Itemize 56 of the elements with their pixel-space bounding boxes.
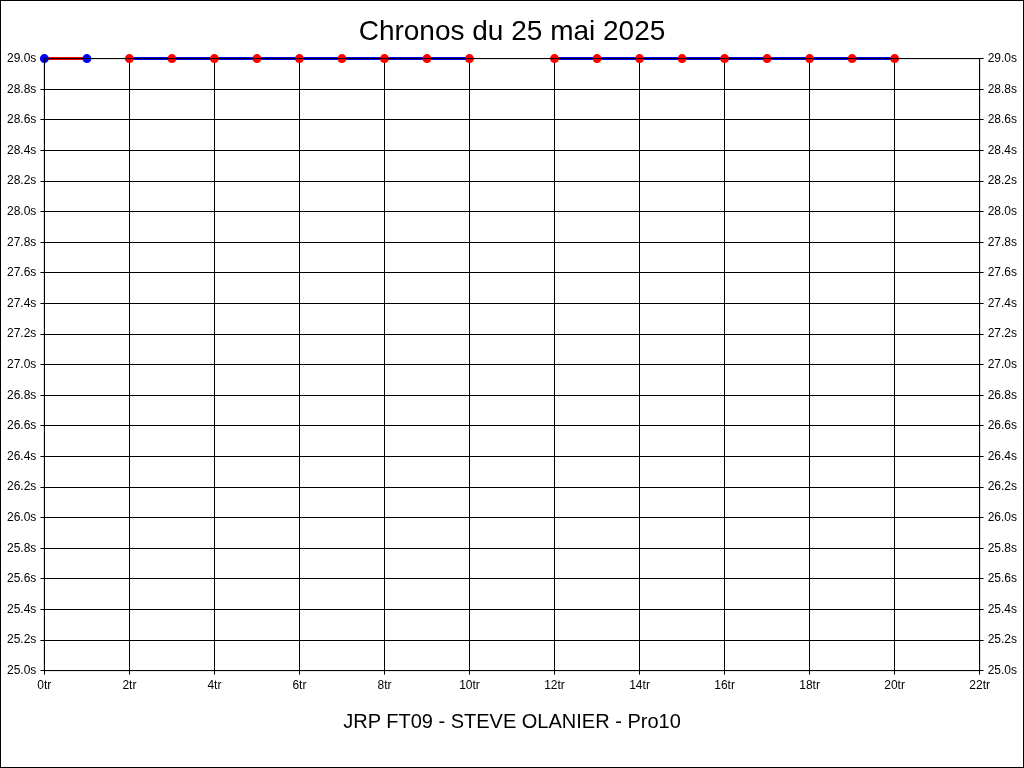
y-tick-label: 27.0s xyxy=(7,356,37,371)
y2-tick-label: 26.0s xyxy=(987,509,1017,524)
chart-title: Chronos du 25 mai 2025 xyxy=(358,14,666,46)
y2-tick-label: 28.2s xyxy=(987,173,1017,188)
y-tick-label: 26.6s xyxy=(7,418,37,433)
y-tick-label: 28.2s xyxy=(7,173,37,188)
x-tick-label: 6tr xyxy=(292,678,307,693)
y-tick-label: 26.8s xyxy=(7,387,37,402)
x-tick-label: 0tr xyxy=(37,678,52,693)
y-tick-label: 28.6s xyxy=(7,112,37,127)
y2-tick-label: 27.6s xyxy=(987,265,1017,280)
y2-tick-label: 26.4s xyxy=(987,448,1017,463)
x-tick-label: 8tr xyxy=(377,678,392,693)
y-tick-label: 27.2s xyxy=(7,326,37,341)
y2-tick-label: 25.4s xyxy=(987,601,1017,616)
y-tick-label: 25.0s xyxy=(7,662,37,677)
y2-tick-label: 25.0s xyxy=(987,662,1017,677)
x-tick-label: 20tr xyxy=(884,678,905,693)
x-axis-title: JRP FT09 - STEVE OLANIER - Pro10 xyxy=(343,709,681,732)
x-tick-label: 10tr xyxy=(459,678,480,693)
y2-tick-label: 28.8s xyxy=(987,81,1017,96)
y-tick-label: 27.6s xyxy=(7,265,37,280)
y2-tick-label: 25.8s xyxy=(987,540,1017,555)
x-tick-label: 12tr xyxy=(544,678,565,693)
x-tick-label: 22tr xyxy=(969,678,990,693)
y2-tick-label: 25.6s xyxy=(987,571,1017,586)
y2-tick-label: 26.2s xyxy=(987,479,1017,494)
y-tick-label: 26.0s xyxy=(7,509,37,524)
y-tick-label: 28.8s xyxy=(7,81,37,96)
y-tick-label: 26.2s xyxy=(7,479,37,494)
y-tick-label: 29.0s xyxy=(7,50,37,65)
y-tick-label: 27.4s xyxy=(7,295,37,310)
x-tick-label: 16tr xyxy=(714,678,735,693)
y-tick-label: 25.4s xyxy=(7,601,37,616)
y2-tick-label: 28.0s xyxy=(987,203,1017,218)
y-tick-label: 25.2s xyxy=(7,632,37,647)
y2-tick-label: 26.8s xyxy=(987,387,1017,402)
y2-tick-label: 27.8s xyxy=(987,234,1017,249)
x-tick-label: 18tr xyxy=(799,678,820,693)
y-tick-label: 27.8s xyxy=(7,234,37,249)
y2-tick-label: 28.4s xyxy=(987,142,1017,157)
y2-tick-label: 25.2s xyxy=(987,632,1017,647)
x-tick-label: 14tr xyxy=(629,678,650,693)
y2-tick-label: 27.2s xyxy=(987,326,1017,341)
y-tick-label: 25.8s xyxy=(7,540,37,555)
x-tick-label: 2tr xyxy=(122,678,137,693)
y-tick-label: 28.0s xyxy=(7,203,37,218)
y-tick-label: 26.4s xyxy=(7,448,37,463)
x-tick-label: 4tr xyxy=(207,678,222,693)
y2-tick-label: 26.6s xyxy=(987,418,1017,433)
y-tick-label: 25.6s xyxy=(7,571,37,586)
y-tick-label: 28.4s xyxy=(7,142,37,157)
y2-tick-label: 27.0s xyxy=(987,356,1017,371)
y2-tick-label: 28.6s xyxy=(987,112,1017,127)
y2-tick-label: 29.0s xyxy=(987,50,1017,65)
y2-tick-label: 27.4s xyxy=(987,295,1017,310)
